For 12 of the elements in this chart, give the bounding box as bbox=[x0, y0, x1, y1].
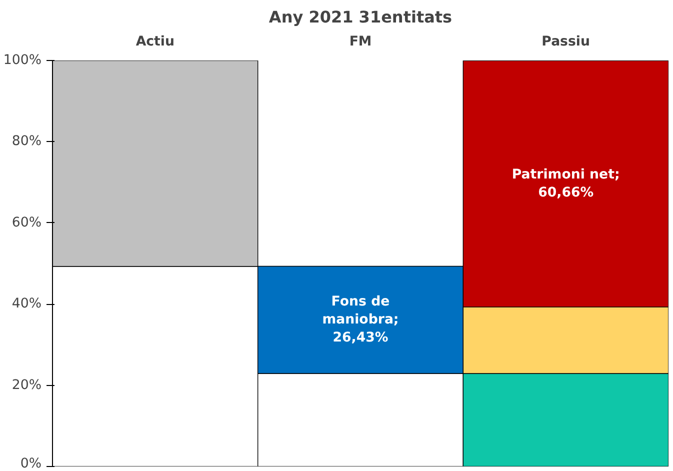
chart-title: Any 2021 31entitats bbox=[268, 8, 452, 26]
x-tick-label: Passiu bbox=[542, 34, 590, 50]
y-tick-label: 80% bbox=[12, 134, 42, 150]
y-tick-label: 60% bbox=[12, 215, 42, 230]
x-tick-label: FM bbox=[349, 34, 372, 50]
y-tick-label: 0% bbox=[20, 456, 42, 471]
y-tick-label: 100% bbox=[3, 53, 42, 68]
y-tick-label: 40% bbox=[12, 296, 42, 312]
data-label: Fons de maniobra; 26,43% bbox=[322, 294, 399, 346]
y-tick-label: 20% bbox=[12, 378, 42, 393]
x-tick-label: Actiu bbox=[136, 34, 174, 50]
data-label: Patrimoni net; 60,66% bbox=[512, 167, 620, 200]
